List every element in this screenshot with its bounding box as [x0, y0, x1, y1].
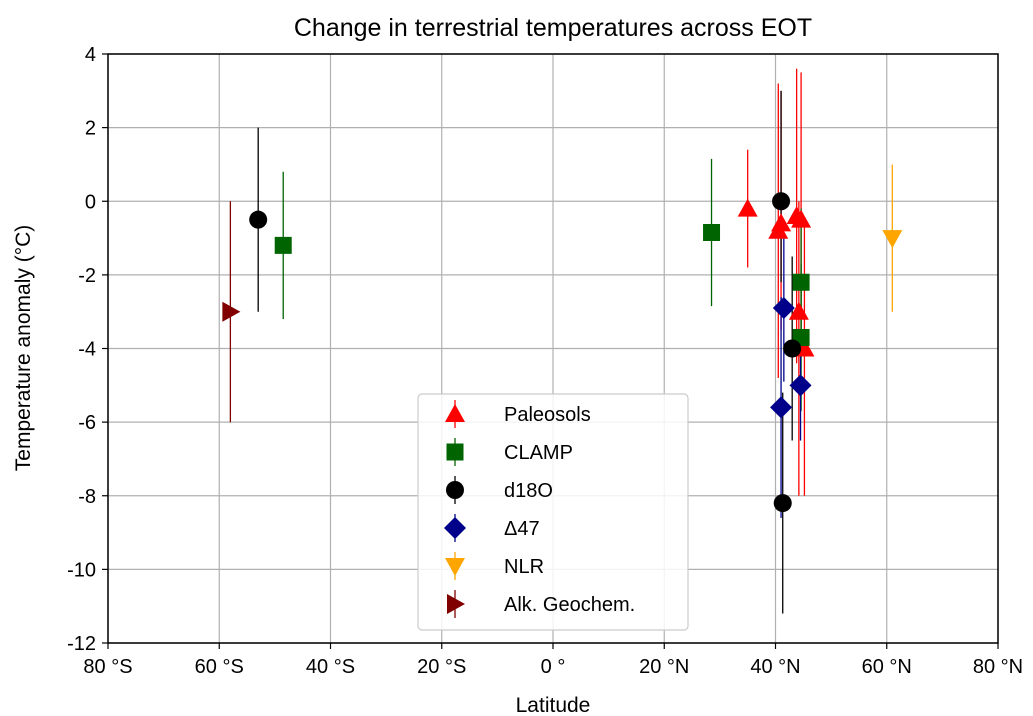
legend-box: [417, 393, 689, 631]
y-tick-label: -8: [78, 486, 96, 508]
x-tick-label: 80 °N: [973, 656, 1023, 678]
data-point-clamp: [703, 224, 721, 242]
legend-label: Paleosols: [504, 404, 591, 426]
data-markers: [222, 192, 903, 513]
y-axis-ticks: 4 2 0 -2 -4 -6 -8 -10 -12: [67, 44, 108, 655]
y-tick-label: -4: [78, 339, 96, 361]
legend-label: NLR: [504, 556, 544, 578]
legend-label: d18O: [504, 480, 553, 502]
legend-label: Δ47: [504, 518, 540, 540]
data-point-alk-geochem: [222, 301, 241, 322]
data-point-47: [789, 374, 812, 397]
x-tick-label: 40 °N: [750, 656, 800, 678]
legend-marker: [445, 558, 465, 576]
legend-marker: [444, 517, 466, 539]
data-point-paleosols: [771, 213, 792, 232]
x-axis-label: Latitude: [516, 694, 591, 716]
y-tick-label: 4: [85, 44, 96, 66]
legend-marker: [446, 443, 464, 461]
legend: Paleosols CLAMP d18O Δ47 NLR Alk. Geochem.: [417, 393, 689, 631]
data-point-paleosols: [737, 198, 758, 217]
y-tick-label: -12: [67, 633, 96, 655]
y-tick-label: 0: [85, 191, 96, 213]
data-point-47: [770, 396, 793, 419]
x-tick-label: 20 °S: [417, 656, 466, 678]
y-tick-label: -6: [78, 412, 96, 434]
data-point-clamp: [792, 273, 810, 291]
legend-label: CLAMP: [504, 442, 573, 464]
data-point-d18o: [783, 339, 802, 358]
y-axis-label: Temperature anomaly (°C): [12, 225, 35, 471]
legend-marker: [447, 594, 465, 614]
data-point-paleosols: [791, 209, 812, 228]
legend-marker: [446, 481, 464, 499]
legend-marker: [445, 404, 465, 422]
data-point-nlr: [882, 230, 903, 249]
y-tick-label: 2: [85, 118, 96, 140]
x-axis-ticks: 80 °S 60 °S 40 °S 20 °S 0 ° 20 °N 40 °N 60 °N 80…: [83, 643, 1023, 678]
x-tick-label: 60 °S: [195, 656, 244, 678]
x-tick-label: 0 °: [541, 656, 566, 678]
y-tick-label: -2: [78, 265, 96, 287]
data-point-d18o: [773, 494, 792, 513]
x-tick-label: 20 °N: [639, 656, 689, 678]
data-point-d18o: [249, 210, 268, 229]
x-tick-label: 80 °S: [83, 656, 132, 678]
chart-title: Change in terrestrial temperatures acros…: [294, 14, 812, 42]
data-point-paleosols: [788, 301, 809, 320]
data-point-clamp: [274, 236, 292, 254]
y-tick-label: -10: [67, 559, 96, 581]
x-tick-label: 40 °S: [306, 656, 355, 678]
x-tick-label: 60 °N: [862, 656, 912, 678]
legend-label: Alk. Geochem.: [504, 594, 635, 616]
data-point-d18o: [772, 192, 791, 211]
data-point-47: [772, 297, 795, 320]
